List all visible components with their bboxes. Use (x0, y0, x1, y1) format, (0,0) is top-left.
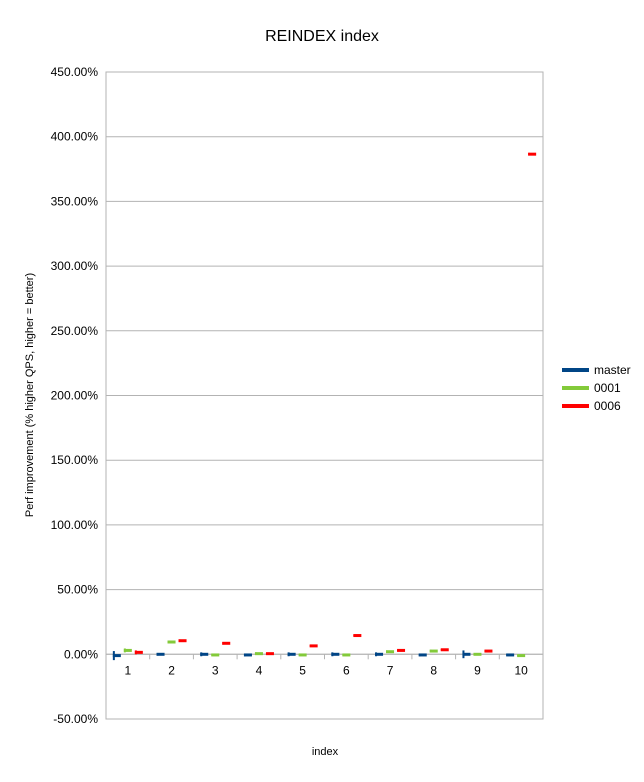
grid-lines (106, 71, 543, 720)
y-tick-label: 0.00% (64, 647, 98, 661)
plot-border (105, 71, 544, 720)
legend: master 0001 0006 (562, 363, 631, 413)
y-tick-label: 100.00% (51, 518, 99, 532)
legend-label: 0006 (594, 399, 621, 413)
y-tick-label: 250.00% (51, 324, 99, 338)
x-tick-label: 5 (299, 663, 306, 677)
x-axis-tick-labels: 1 2 3 4 5 6 7 8 9 10 (125, 663, 529, 677)
x-axis-label: index (312, 746, 339, 758)
y-axis-label: Perf improvement (% higher QPS, higher =… (24, 273, 36, 517)
x-tick-label: 4 (256, 663, 263, 677)
y-tick-label: 150.00% (51, 453, 99, 467)
y-axis-tick-labels: -50.00% 0.00% 50.00% 100.00% 150.00% 200.00% 2… (51, 65, 99, 726)
x-tick-label: 8 (430, 663, 437, 677)
y-tick-label: 400.00% (51, 130, 99, 144)
x-tick-label: 2 (168, 663, 175, 677)
legend-label: 0001 (594, 381, 621, 395)
x-tick-label: 7 (387, 663, 394, 677)
x-tick-label: 6 (343, 663, 350, 677)
y-tick-label: 200.00% (51, 389, 99, 403)
data-marks (112, 152, 537, 661)
y-tick-label: 50.00% (57, 583, 98, 597)
y-tick-label: 300.00% (51, 259, 99, 273)
x-tick-label: 10 (514, 663, 528, 677)
legend-label: master (594, 363, 631, 377)
y-tick-label: -50.00% (53, 712, 98, 726)
x-tick-label: 9 (474, 663, 481, 677)
y-tick-label: 450.00% (51, 65, 99, 79)
chart-title: REINDEX index (265, 28, 379, 45)
x-tick-label: 1 (125, 663, 132, 677)
x-tick-label: 3 (212, 663, 219, 677)
y-tick-label: 350.00% (51, 194, 99, 208)
